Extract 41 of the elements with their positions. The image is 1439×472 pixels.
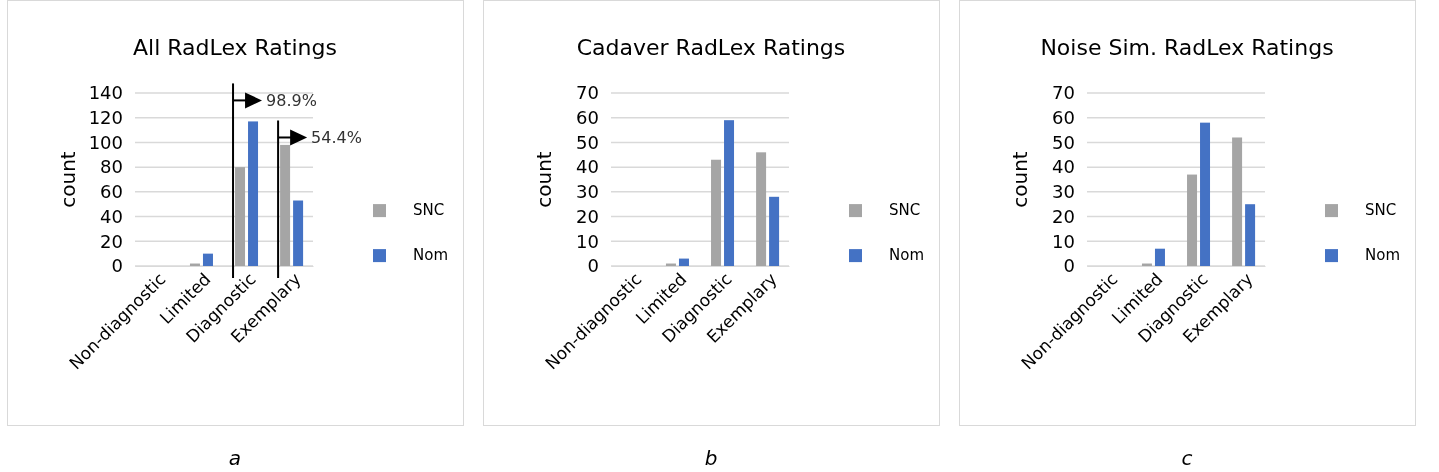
y-tick-label: 70: [576, 82, 599, 104]
y-tick-label: 140: [88, 82, 123, 104]
legend-label: SNC: [1365, 201, 1397, 220]
y-tick-label: 60: [100, 181, 123, 203]
legend-label: Nom: [889, 246, 925, 265]
chart-title: Noise Sim. RadLex Ratings: [1040, 35, 1334, 60]
legend-label: Nom: [413, 246, 449, 265]
y-tick-label: 20: [1052, 205, 1075, 227]
chart-title: Cadaver RadLex Ratings: [576, 35, 846, 60]
y-tick-label: 0: [111, 255, 123, 277]
legend-label: SNC: [889, 201, 921, 220]
y-tick-label: 120: [88, 106, 123, 128]
y-tick-label: 10: [1052, 230, 1075, 252]
y-tick-label: 0: [587, 255, 599, 277]
y-tick-label: 100: [88, 131, 123, 153]
annotation: 54.4%: [311, 128, 362, 148]
text: c: [1181, 446, 1193, 470]
y-tick-label: 60: [576, 106, 599, 128]
y-axis-title: count: [56, 151, 80, 208]
y-tick-label: 20: [576, 205, 599, 227]
y-tick-label: 40: [576, 156, 599, 178]
y-tick-label: 60: [1052, 106, 1075, 128]
annotation: 98.9%: [266, 91, 317, 111]
y-tick-label: 50: [576, 131, 599, 153]
legend-label: Nom: [1365, 246, 1401, 265]
y-tick-label: 20: [100, 230, 123, 252]
y-tick-label: 80: [100, 156, 123, 178]
y-axis-title: count: [1008, 151, 1032, 208]
y-tick-label: 30: [576, 181, 599, 203]
chart-title: All RadLex Ratings: [133, 35, 337, 60]
text: a: [228, 446, 242, 470]
y-tick-label: 0: [1063, 255, 1075, 277]
y-tick-label: 70: [1052, 82, 1075, 104]
legend-label: SNC: [413, 201, 445, 220]
y-axis-title: count: [532, 151, 556, 208]
text: b: [704, 446, 718, 470]
y-tick-label: 40: [100, 205, 123, 227]
y-tick-label: 10: [576, 230, 599, 252]
y-tick-label: 40: [1052, 156, 1075, 178]
y-tick-label: 50: [1052, 131, 1075, 153]
y-tick-label: 30: [1052, 181, 1075, 203]
